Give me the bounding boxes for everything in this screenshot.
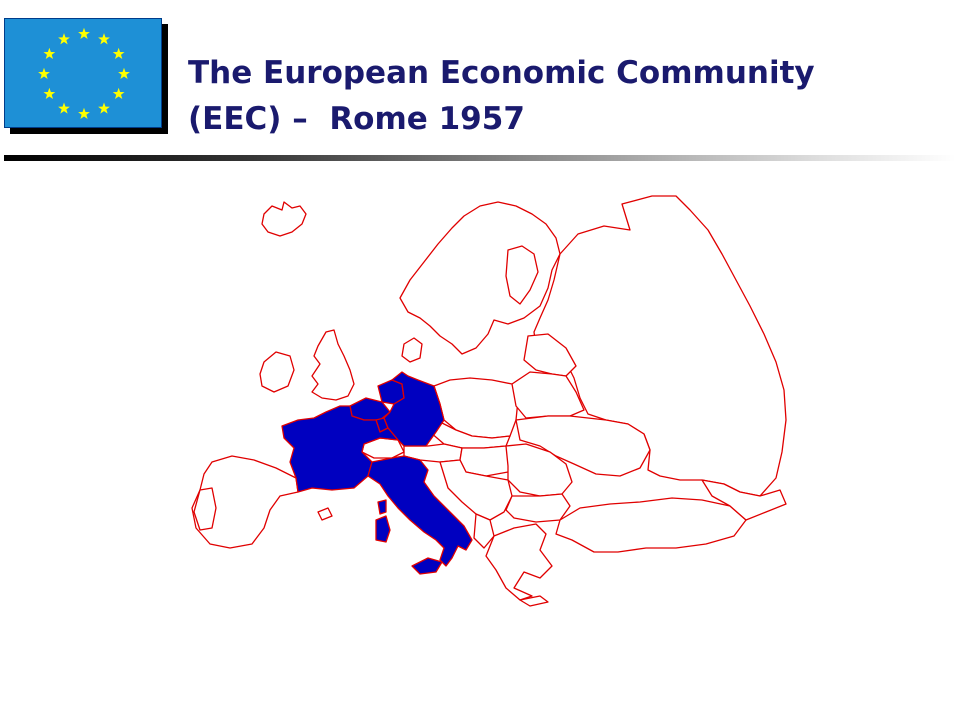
region-scandinavia (399, 201, 561, 355)
region-poland (433, 377, 519, 439)
region-ireland (259, 351, 295, 393)
region-island-crete (519, 595, 549, 607)
star-icon (78, 27, 90, 40)
member-italy (367, 455, 473, 567)
region-bulgaria (505, 493, 571, 523)
member-corsica (377, 499, 387, 515)
star-icon (78, 107, 90, 120)
star-icon (98, 33, 110, 45)
star-icon (58, 33, 70, 45)
region-portugal (193, 487, 217, 531)
region-iberia (191, 455, 299, 549)
region-belarus (511, 371, 585, 419)
star-icon (98, 102, 110, 114)
member-sardinia (375, 515, 391, 543)
title-line-1: The European Economic Community (188, 55, 815, 91)
star-icon (112, 47, 125, 60)
star-icon (43, 47, 56, 60)
flag-stars (38, 27, 130, 120)
star-icon (58, 102, 70, 114)
eu-flag-icon (4, 18, 162, 128)
member-germany (383, 371, 445, 447)
star-icon (118, 67, 130, 80)
member-sicily (411, 557, 443, 575)
star-icon (112, 87, 125, 100)
region-denmark (401, 337, 423, 363)
title-line-2: (EEC) – Rome 1957 (188, 101, 525, 137)
page-title: The European Economic Community (EEC) – … (188, 50, 928, 142)
eu-flag-logo (4, 18, 170, 136)
region-albania (473, 513, 495, 549)
region-great-britain (311, 329, 355, 401)
region-greece (485, 523, 553, 601)
region-ukraine (515, 415, 651, 477)
region-islands-balearic (317, 507, 333, 521)
title-divider (4, 155, 956, 161)
star-icon (38, 67, 50, 80)
star-icon (43, 87, 56, 100)
region-iceland (261, 201, 307, 237)
region-caucasus (701, 479, 787, 521)
region-turkey (555, 497, 747, 553)
region-finland-inner (505, 245, 539, 305)
